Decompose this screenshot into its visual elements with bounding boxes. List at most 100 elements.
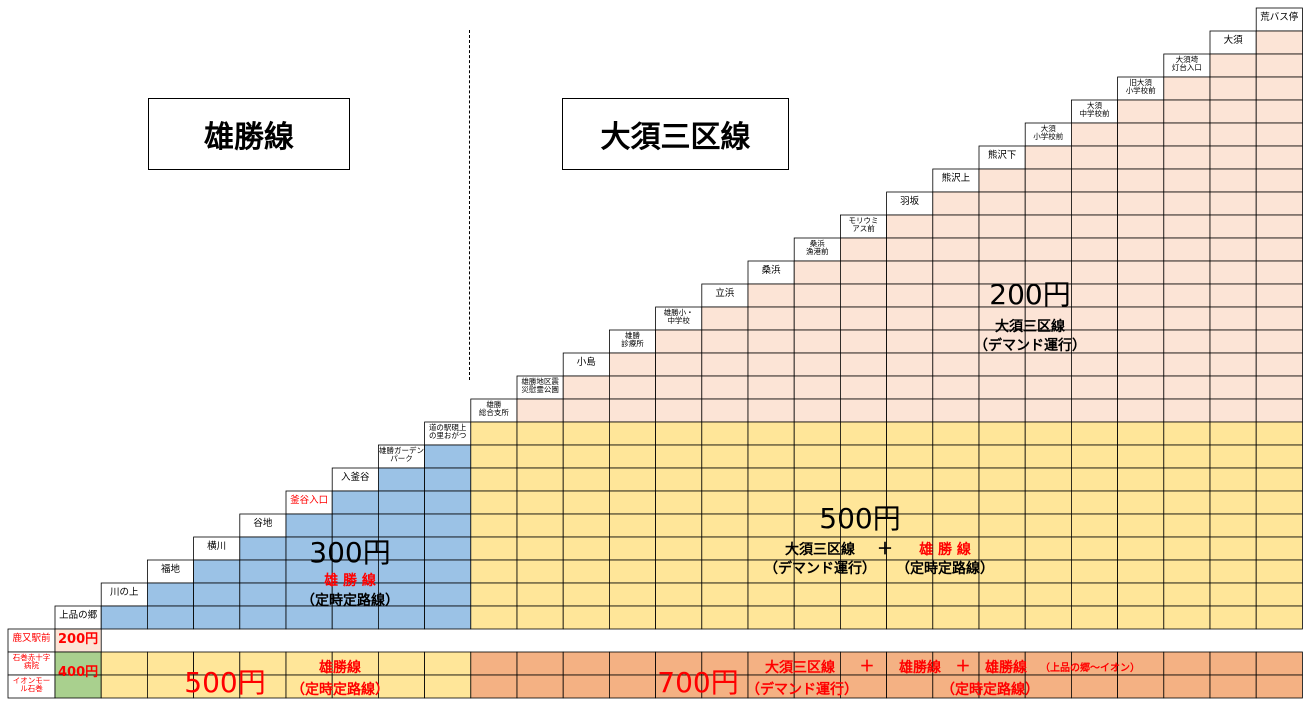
fare-cell (1209, 191, 1257, 216)
fare-cell (793, 444, 841, 469)
fare-cell (793, 582, 841, 607)
fare-cell (1255, 536, 1303, 561)
fare-700-plus-2: ＋ (955, 657, 971, 675)
fare-cell (1071, 191, 1119, 216)
fare-cell (470, 605, 518, 630)
fare-cell (840, 467, 888, 492)
fare-cell (747, 467, 795, 492)
fare-cell (1209, 375, 1257, 400)
fare-cell (793, 375, 841, 400)
fare-cell (562, 674, 610, 699)
fare-cell (840, 582, 888, 607)
fare-cell (1163, 214, 1211, 239)
fare-cell (1255, 191, 1303, 216)
stop-label: 川の上 (110, 587, 139, 598)
fare-cell (1209, 237, 1257, 262)
fare-cell (1117, 191, 1165, 216)
fare-cell (978, 582, 1026, 607)
fare-cell (1024, 467, 1072, 492)
fare-cell (1163, 582, 1211, 607)
stop-label: 荒バス停 (1260, 12, 1299, 23)
fare-cell (562, 559, 610, 584)
fare-cell (516, 559, 564, 584)
fare-700-price: 700円 (657, 666, 739, 699)
fare-cell (1024, 352, 1072, 377)
fare-cell (1117, 444, 1165, 469)
stop-label: 雄勝 総合支所 (478, 400, 509, 417)
fare-cell (100, 605, 148, 630)
fare-cell (609, 536, 657, 561)
stop-label: 雄勝 診療所 (621, 331, 644, 348)
fare-cell (978, 191, 1026, 216)
fare-cell (701, 536, 749, 561)
fare-cell (516, 582, 564, 607)
stop-label: 入釜谷 (341, 472, 370, 483)
fare-cell (701, 559, 749, 584)
fare-cell (1117, 559, 1165, 584)
fare-cell (193, 559, 241, 584)
stop-label: 釜谷入口 (290, 495, 329, 506)
fare-cell (424, 651, 472, 676)
fare-cell (1163, 99, 1211, 124)
fare-cell (747, 352, 795, 377)
fare-300-price: 300円 (309, 536, 391, 569)
fare-cell (1117, 513, 1165, 538)
fare-cell (516, 398, 564, 423)
fare-cell (1255, 214, 1303, 239)
fare-cell (516, 651, 564, 676)
fare-cell (655, 444, 703, 469)
fare-cell (609, 467, 657, 492)
fare-cell (932, 582, 980, 607)
fare-cell (932, 214, 980, 239)
fare-cell (1024, 168, 1072, 193)
fare-cell (1209, 651, 1257, 676)
fare-cell (978, 398, 1026, 423)
fare-cell (516, 421, 564, 446)
fare-cell (886, 283, 934, 308)
fare-cell (1255, 168, 1303, 193)
fare-cell (655, 536, 703, 561)
fare-cell (1255, 53, 1303, 78)
fare-cell (840, 237, 888, 262)
fare-cell (470, 444, 518, 469)
fare-cell (1255, 122, 1303, 147)
fare-cell (562, 651, 610, 676)
fare-cell (1117, 237, 1165, 262)
fare-500-mode-b: （定時定路線） (896, 561, 994, 577)
fare-cell (655, 513, 703, 538)
fare-cell (978, 467, 1026, 492)
fare-cell (1117, 421, 1165, 446)
fare-cell (1209, 559, 1257, 584)
fare-cell (1117, 352, 1165, 377)
fare-cell (424, 582, 472, 607)
fare-cell (609, 444, 657, 469)
fare-cell (1071, 582, 1119, 607)
fare-cell (424, 674, 472, 699)
fare-cell (470, 467, 518, 492)
fare-cell (793, 421, 841, 446)
fare-cell (193, 605, 241, 630)
fare-cell (840, 306, 888, 331)
fare-cell (470, 490, 518, 515)
fare-cell (516, 467, 564, 492)
fare-cell (609, 490, 657, 515)
fare-cell (562, 536, 610, 561)
fare-cell (1163, 122, 1211, 147)
fare-cell (470, 582, 518, 607)
fare-cell (886, 605, 934, 630)
fare-cell (747, 398, 795, 423)
fare-cell (840, 444, 888, 469)
fare-500-mode-a: （デマンド運行） (764, 561, 876, 577)
fare-cell (239, 605, 287, 630)
fare-cell (886, 398, 934, 423)
fare-cell (516, 513, 564, 538)
fare-cell (146, 605, 194, 630)
fare-cell (655, 490, 703, 515)
fare-cell (1071, 398, 1119, 423)
fare-cell (1117, 99, 1165, 124)
fare-cell (1024, 145, 1072, 170)
fare-cell (1163, 421, 1211, 446)
fare-cell (100, 651, 148, 676)
stop-label: 旧大須 小学校前 (1125, 78, 1156, 95)
